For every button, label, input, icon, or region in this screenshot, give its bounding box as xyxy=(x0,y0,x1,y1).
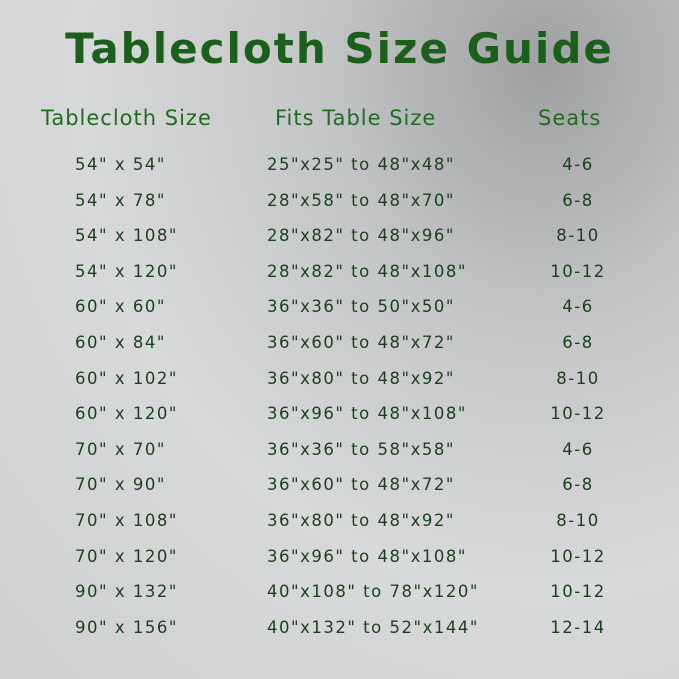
cell-tablecloth-size: 60" x 84" xyxy=(75,333,166,352)
cell-fits-table-size: 36"x60" to 48"x72" xyxy=(267,475,455,495)
cell-fits-table-size: 36"x36" to 58"x58" xyxy=(267,439,455,459)
cell-tablecloth-size: 60" x 120" xyxy=(75,404,178,424)
table-row: 70" x 90" 36"x60" to 48"x72" 6-8 xyxy=(0,475,679,505)
table-row: 60" x 120" 36"x96" to 48"x108" 10-12 xyxy=(0,404,679,434)
cell-tablecloth-size: 54" x 54" xyxy=(75,155,166,174)
table-row: 54" x 120" 28"x82" to 48"x108" 10-12 xyxy=(0,262,679,292)
cell-seats: 10-12 xyxy=(550,546,606,566)
cell-seats: 8-10 xyxy=(556,226,600,246)
cell-fits-table-size: 40"x132" to 52"x144" xyxy=(267,617,479,637)
table-row: 60" x 102" 36"x80" to 48"x92" 8-10 xyxy=(0,369,679,399)
cell-seats: 4-6 xyxy=(562,155,594,174)
cell-tablecloth-size: 54" x 120" xyxy=(75,261,178,281)
cell-fits-table-size: 36"x60" to 48"x72" xyxy=(267,333,455,352)
cell-seats: 4-6 xyxy=(562,439,594,459)
cell-seats: 8-10 xyxy=(556,368,600,388)
table-row: 70" x 120" 36"x96" to 48"x108" 10-12 xyxy=(0,547,679,577)
cell-fits-table-size: 25"x25" to 48"x48" xyxy=(267,155,455,174)
cell-tablecloth-size: 70" x 120" xyxy=(75,546,178,566)
cell-seats: 6-8 xyxy=(562,333,594,352)
cell-tablecloth-size: 70" x 70" xyxy=(75,439,166,459)
cell-seats: 4-6 xyxy=(562,297,594,317)
cell-fits-table-size: 28"x82" to 48"x96" xyxy=(267,226,455,246)
table-row: 90" x 132" 40"x108" to 78"x120" 10-12 xyxy=(0,582,679,612)
cell-tablecloth-size: 70" x 90" xyxy=(75,475,166,495)
cell-fits-table-size: 40"x108" to 78"x120" xyxy=(267,582,479,602)
table-row: 54" x 54" 25"x25" to 48"x48" 4-6 xyxy=(0,155,679,185)
page-title: Tablecloth Size Guide xyxy=(65,24,614,73)
cell-fits-table-size: 36"x96" to 48"x108" xyxy=(267,546,467,566)
cell-fits-table-size: 28"x58" to 48"x70" xyxy=(267,190,455,210)
table-row: 60" x 84" 36"x60" to 48"x72" 6-8 xyxy=(0,333,679,363)
cell-tablecloth-size: 60" x 102" xyxy=(75,368,178,388)
cell-seats: 6-8 xyxy=(562,190,594,210)
table-row: 54" x 78" 28"x58" to 48"x70" 6-8 xyxy=(0,191,679,221)
cell-fits-table-size: 36"x36" to 50"x50" xyxy=(267,297,455,317)
header-seats: Seats xyxy=(538,106,602,130)
cell-fits-table-size: 36"x80" to 48"x92" xyxy=(267,511,455,530)
table-row: 70" x 70" 36"x36" to 58"x58" 4-6 xyxy=(0,440,679,470)
cell-tablecloth-size: 60" x 60" xyxy=(75,297,166,317)
table-row: 90" x 156" 40"x132" to 52"x144" 12-14 xyxy=(0,618,679,648)
cell-seats: 10-12 xyxy=(550,582,606,602)
cell-fits-table-size: 28"x82" to 48"x108" xyxy=(267,261,467,281)
cell-tablecloth-size: 90" x 132" xyxy=(75,582,178,602)
header-tablecloth-size: Tablecloth Size xyxy=(41,106,212,130)
table-row: 60" x 60" 36"x36" to 50"x50" 4-6 xyxy=(0,297,679,327)
header-fits-table-size: Fits Table Size xyxy=(275,106,437,130)
cell-tablecloth-size: 90" x 156" xyxy=(75,617,178,637)
cell-fits-table-size: 36"x96" to 48"x108" xyxy=(267,404,467,424)
cell-seats: 10-12 xyxy=(550,261,606,281)
cell-fits-table-size: 36"x80" to 48"x92" xyxy=(267,368,455,388)
cell-seats: 12-14 xyxy=(550,617,606,637)
cell-tablecloth-size: 70" x 108" xyxy=(75,511,178,530)
cell-seats: 6-8 xyxy=(562,475,594,495)
table-row: 70" x 108" 36"x80" to 48"x92" 8-10 xyxy=(0,511,679,541)
table-row: 54" x 108" 28"x82" to 48"x96" 8-10 xyxy=(0,226,679,256)
cell-tablecloth-size: 54" x 78" xyxy=(75,190,166,210)
cell-tablecloth-size: 54" x 108" xyxy=(75,226,178,246)
cell-seats: 8-10 xyxy=(556,511,600,530)
cell-seats: 10-12 xyxy=(550,404,606,424)
